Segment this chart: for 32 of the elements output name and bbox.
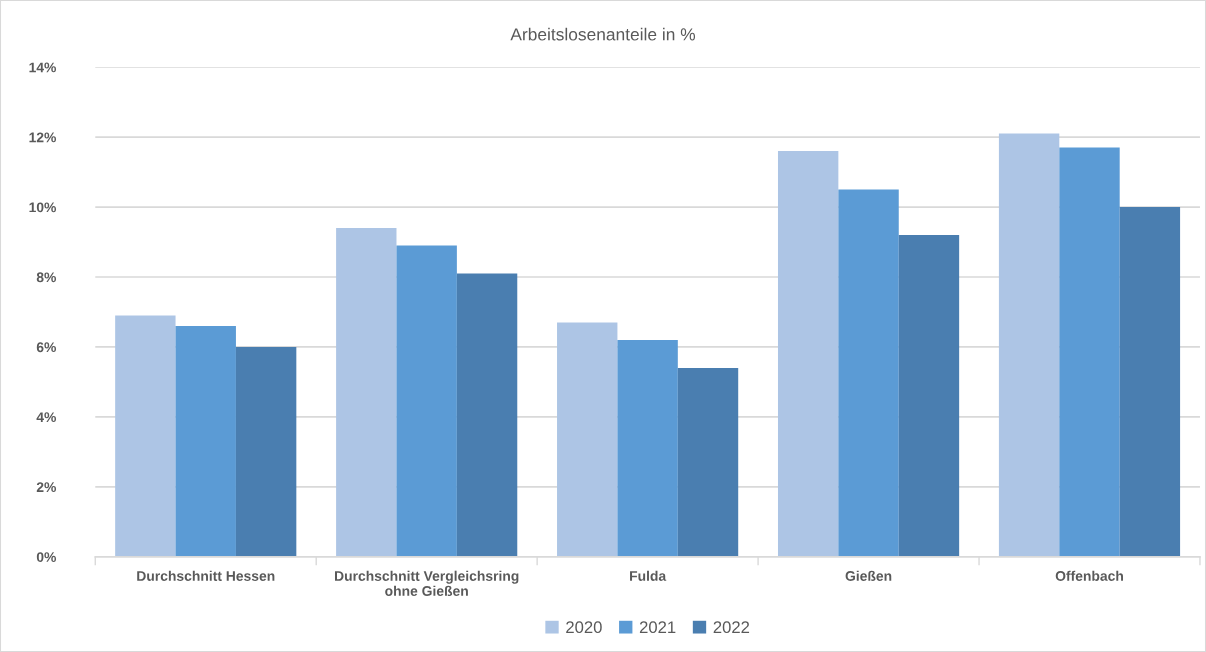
bar bbox=[1059, 147, 1120, 557]
y-tick-label: 2% bbox=[36, 482, 57, 492]
bar bbox=[677, 367, 739, 557]
legend-label: 2021 bbox=[639, 621, 676, 634]
chart-title: Arbeitslosenanteile in % bbox=[510, 27, 696, 41]
bar bbox=[1119, 207, 1181, 557]
bar bbox=[898, 235, 960, 557]
x-tick-label: Durchschnitt Vergleichsring ohne Gießen bbox=[335, 570, 519, 596]
bar bbox=[396, 245, 457, 557]
y-tick-label: 14% bbox=[29, 62, 57, 73]
bar bbox=[998, 133, 1060, 557]
x-tick-label: Offenbach bbox=[1055, 570, 1123, 581]
bar bbox=[456, 273, 518, 557]
y-tick-label: 8% bbox=[36, 272, 57, 283]
y-tick-label: 0% bbox=[36, 552, 57, 562]
bar bbox=[557, 322, 618, 557]
y-tick-label: 4% bbox=[36, 412, 57, 423]
bar bbox=[838, 189, 899, 557]
y-tick-label: 12% bbox=[29, 132, 57, 143]
bar bbox=[175, 325, 236, 557]
bar bbox=[115, 315, 176, 557]
x-tick-label: Gießen bbox=[845, 570, 892, 581]
x-tick-label: Durchschnitt Hessen bbox=[137, 570, 275, 581]
bar bbox=[235, 346, 297, 557]
bar bbox=[336, 228, 397, 557]
legend-label: 2022 bbox=[713, 621, 750, 634]
bar bbox=[777, 151, 839, 557]
y-tick-label: 6% bbox=[36, 342, 57, 353]
bar bbox=[617, 339, 678, 557]
legend-label: 2020 bbox=[566, 621, 602, 634]
x-tick-label: Fulda bbox=[630, 570, 667, 581]
y-tick-label: 10% bbox=[29, 202, 57, 213]
